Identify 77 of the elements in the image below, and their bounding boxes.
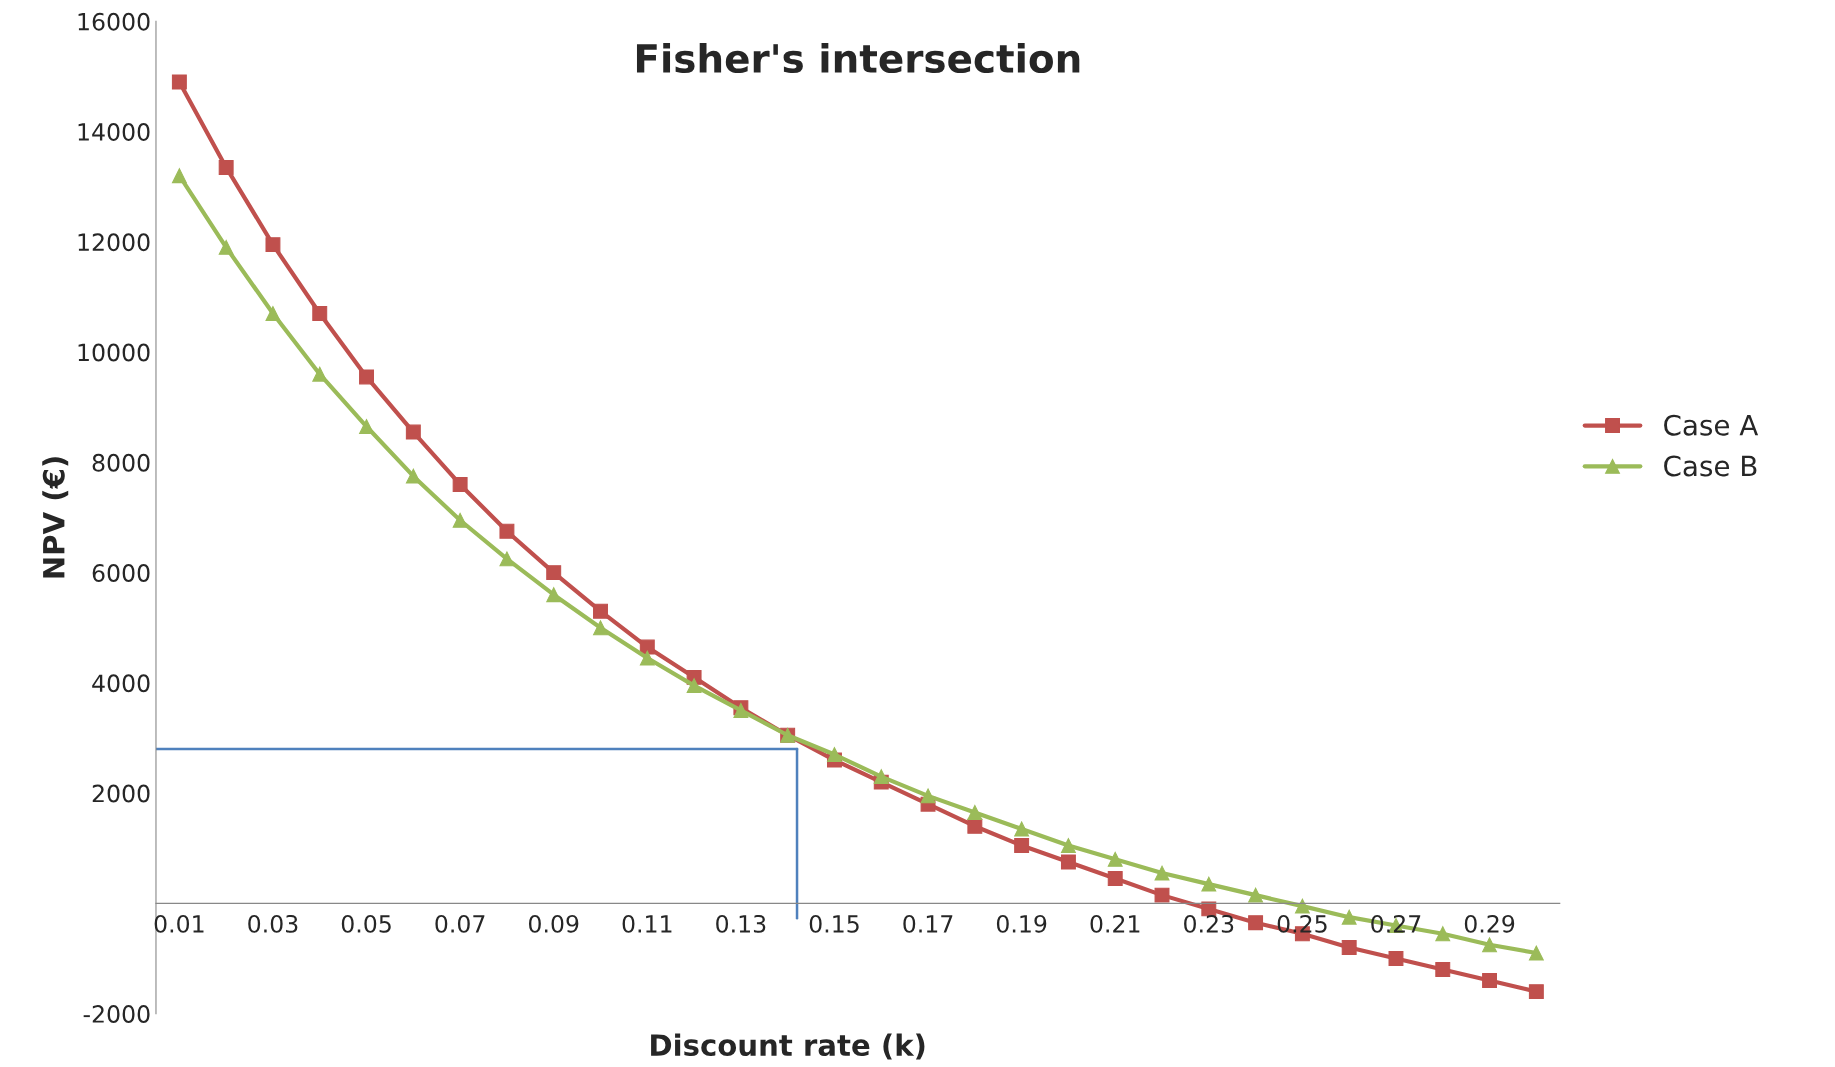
point (546, 587, 562, 603)
y-tick-label: 2000 (92, 784, 150, 803)
point (1154, 865, 1170, 881)
legend-label: Case A (1664, 414, 1759, 436)
y-tick-label: 16000 (78, 12, 150, 31)
point (639, 650, 655, 666)
point (171, 168, 187, 184)
point (218, 239, 234, 255)
point (1435, 962, 1451, 978)
point (920, 788, 936, 804)
point (1154, 887, 1170, 903)
point (593, 603, 608, 619)
x-tick-label: 0.23 (1184, 914, 1234, 933)
x-tick-label: 0.15 (809, 914, 859, 933)
chart-title: Fisher's intersection (636, 43, 1080, 74)
point (1528, 984, 1544, 1000)
x-tick-label: 0.01 (154, 914, 204, 933)
x-tick-label: 0.21 (1090, 914, 1140, 933)
point (1014, 821, 1030, 837)
point (1482, 973, 1498, 989)
point (967, 804, 983, 820)
point (827, 747, 842, 763)
x-tick-label: 0.05 (341, 914, 391, 933)
point (1528, 945, 1544, 961)
point (1248, 915, 1264, 931)
point (265, 237, 281, 253)
point (546, 565, 562, 581)
point (967, 818, 983, 834)
point (1201, 876, 1217, 892)
point (312, 366, 328, 382)
point (171, 74, 187, 90)
point (1294, 898, 1310, 914)
point (639, 639, 655, 655)
y-axis-title: NPV (€) (42, 457, 69, 578)
point (1060, 838, 1076, 853)
point (499, 523, 515, 539)
point (1341, 909, 1357, 925)
point (1107, 851, 1123, 867)
point (1014, 838, 1030, 853)
point (593, 620, 608, 636)
point (452, 512, 468, 528)
point (873, 769, 889, 785)
y-tick-label: 6000 (92, 564, 150, 582)
point (359, 369, 375, 385)
x-tick-label: 0.19 (996, 914, 1047, 933)
point (1435, 926, 1451, 942)
point (1060, 854, 1076, 870)
point (1388, 951, 1404, 966)
x-tick-label: 0.25 (1277, 914, 1327, 933)
point (405, 468, 421, 484)
x-tick-label: 0.13 (716, 914, 766, 933)
x-axis-title: Discount rate (k) (651, 1033, 925, 1060)
point (218, 159, 234, 175)
x-tick-label: 0.07 (435, 914, 485, 933)
x-tick-label: 0.29 (1464, 914, 1515, 933)
point (1248, 887, 1264, 903)
point (1482, 937, 1498, 953)
legend-label: Case B (1664, 455, 1757, 477)
x-tick-label: 0.11 (622, 914, 672, 933)
y-tick-label: 8000 (92, 453, 150, 472)
y-tick-label: 4000 (92, 674, 150, 693)
point (265, 306, 281, 321)
y-tick-label: 14000 (78, 123, 150, 141)
point (1341, 940, 1357, 955)
y-tick-label: -2000 (83, 1005, 150, 1023)
y-tick-label: 12000 (78, 233, 150, 252)
x-tick-label: 0.17 (903, 914, 953, 933)
x-tick-label: 0.03 (248, 914, 298, 933)
x-tick-label: 0.09 (528, 914, 579, 933)
y-tick-label: 10000 (78, 343, 150, 362)
point (452, 476, 468, 492)
point (312, 306, 328, 321)
point (405, 424, 421, 440)
point (1107, 871, 1123, 887)
point (686, 678, 702, 694)
point (359, 419, 375, 434)
point (499, 551, 515, 567)
